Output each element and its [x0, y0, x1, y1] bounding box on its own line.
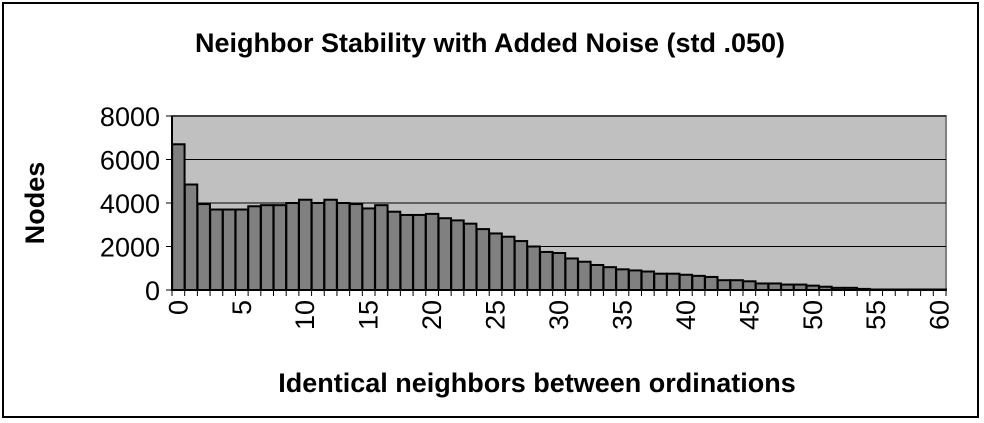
bar-21 [437, 217, 453, 292]
bar-34 [602, 266, 617, 292]
bar-10 [298, 198, 313, 291]
bar-44 [729, 279, 744, 291]
chart-title: Neighbor Stability with Added Noise (std… [195, 28, 785, 58]
x-tick-label-50: 50 [798, 300, 828, 330]
x-tick-label-40: 40 [671, 300, 701, 330]
bar-19 [412, 213, 427, 291]
bar-35 [615, 268, 630, 291]
bar-40 [678, 273, 694, 291]
bar-13 [336, 202, 351, 291]
bar-41 [691, 274, 706, 291]
plot-area: 0 2000 4000 6000 8000 0 5 10 15 20 25 30 35 40 45 50 55 6… [100, 102, 955, 330]
x-tick-label-0: 0 [163, 300, 193, 315]
bar-0 [171, 143, 186, 291]
x-tick-label-45: 45 [734, 300, 764, 330]
bar-24 [475, 228, 491, 292]
x-tick-label-15: 15 [354, 300, 384, 330]
x-tick-label-10: 10 [290, 300, 320, 330]
bar-12 [323, 198, 338, 291]
bar-18 [399, 213, 414, 291]
bar-22 [450, 219, 465, 291]
bar-31 [564, 257, 579, 291]
bar-5 [234, 208, 250, 291]
x-tick-label-5: 5 [227, 300, 257, 315]
bar-15 [361, 207, 376, 291]
bar-36 [627, 269, 643, 291]
bar-11 [310, 202, 326, 291]
bar-45 [742, 280, 757, 291]
bar-42 [704, 275, 719, 292]
bar-37 [640, 270, 656, 292]
bar-26 [501, 235, 516, 291]
y-tick-label-6000: 6000 [100, 146, 160, 176]
bar-14 [348, 203, 364, 291]
y-tick-label-4000: 4000 [100, 189, 160, 219]
bar-25 [488, 232, 503, 291]
x-tick-label-20: 20 [417, 300, 447, 330]
x-tick-label-35: 35 [607, 300, 637, 330]
bar-32 [577, 260, 592, 292]
bar-27 [513, 240, 529, 291]
x-tick-label-30: 30 [544, 300, 574, 330]
bar-17 [386, 210, 402, 291]
bar-2 [196, 203, 211, 291]
bar-16 [374, 204, 389, 291]
y-tick-label-0: 0 [145, 276, 160, 306]
bar-9 [285, 202, 300, 291]
x-tick-label-55: 55 [861, 300, 891, 330]
bar-23 [462, 222, 478, 292]
bar-38 [653, 272, 668, 291]
x-tick-label-60: 60 [925, 300, 955, 330]
y-axis-label: Nodes [20, 162, 50, 245]
bar-28 [526, 245, 541, 291]
bar-6 [247, 205, 262, 291]
bar-30 [551, 252, 567, 291]
bar-33 [589, 263, 605, 291]
bar-8 [272, 204, 288, 291]
x-tick-label-25: 25 [481, 300, 511, 330]
bar-7 [259, 204, 275, 291]
y-tick-label-2000: 2000 [100, 233, 160, 263]
bar-1 [183, 183, 199, 291]
bar-4 [221, 208, 237, 291]
bar-43 [716, 279, 732, 291]
bar-20 [424, 212, 440, 291]
bar-39 [665, 272, 681, 291]
x-axis-label: Identical neighbors between ordinations [278, 368, 796, 398]
bar-3 [209, 208, 224, 291]
bar-29 [539, 250, 554, 291]
y-tick-label-8000: 8000 [100, 102, 160, 132]
